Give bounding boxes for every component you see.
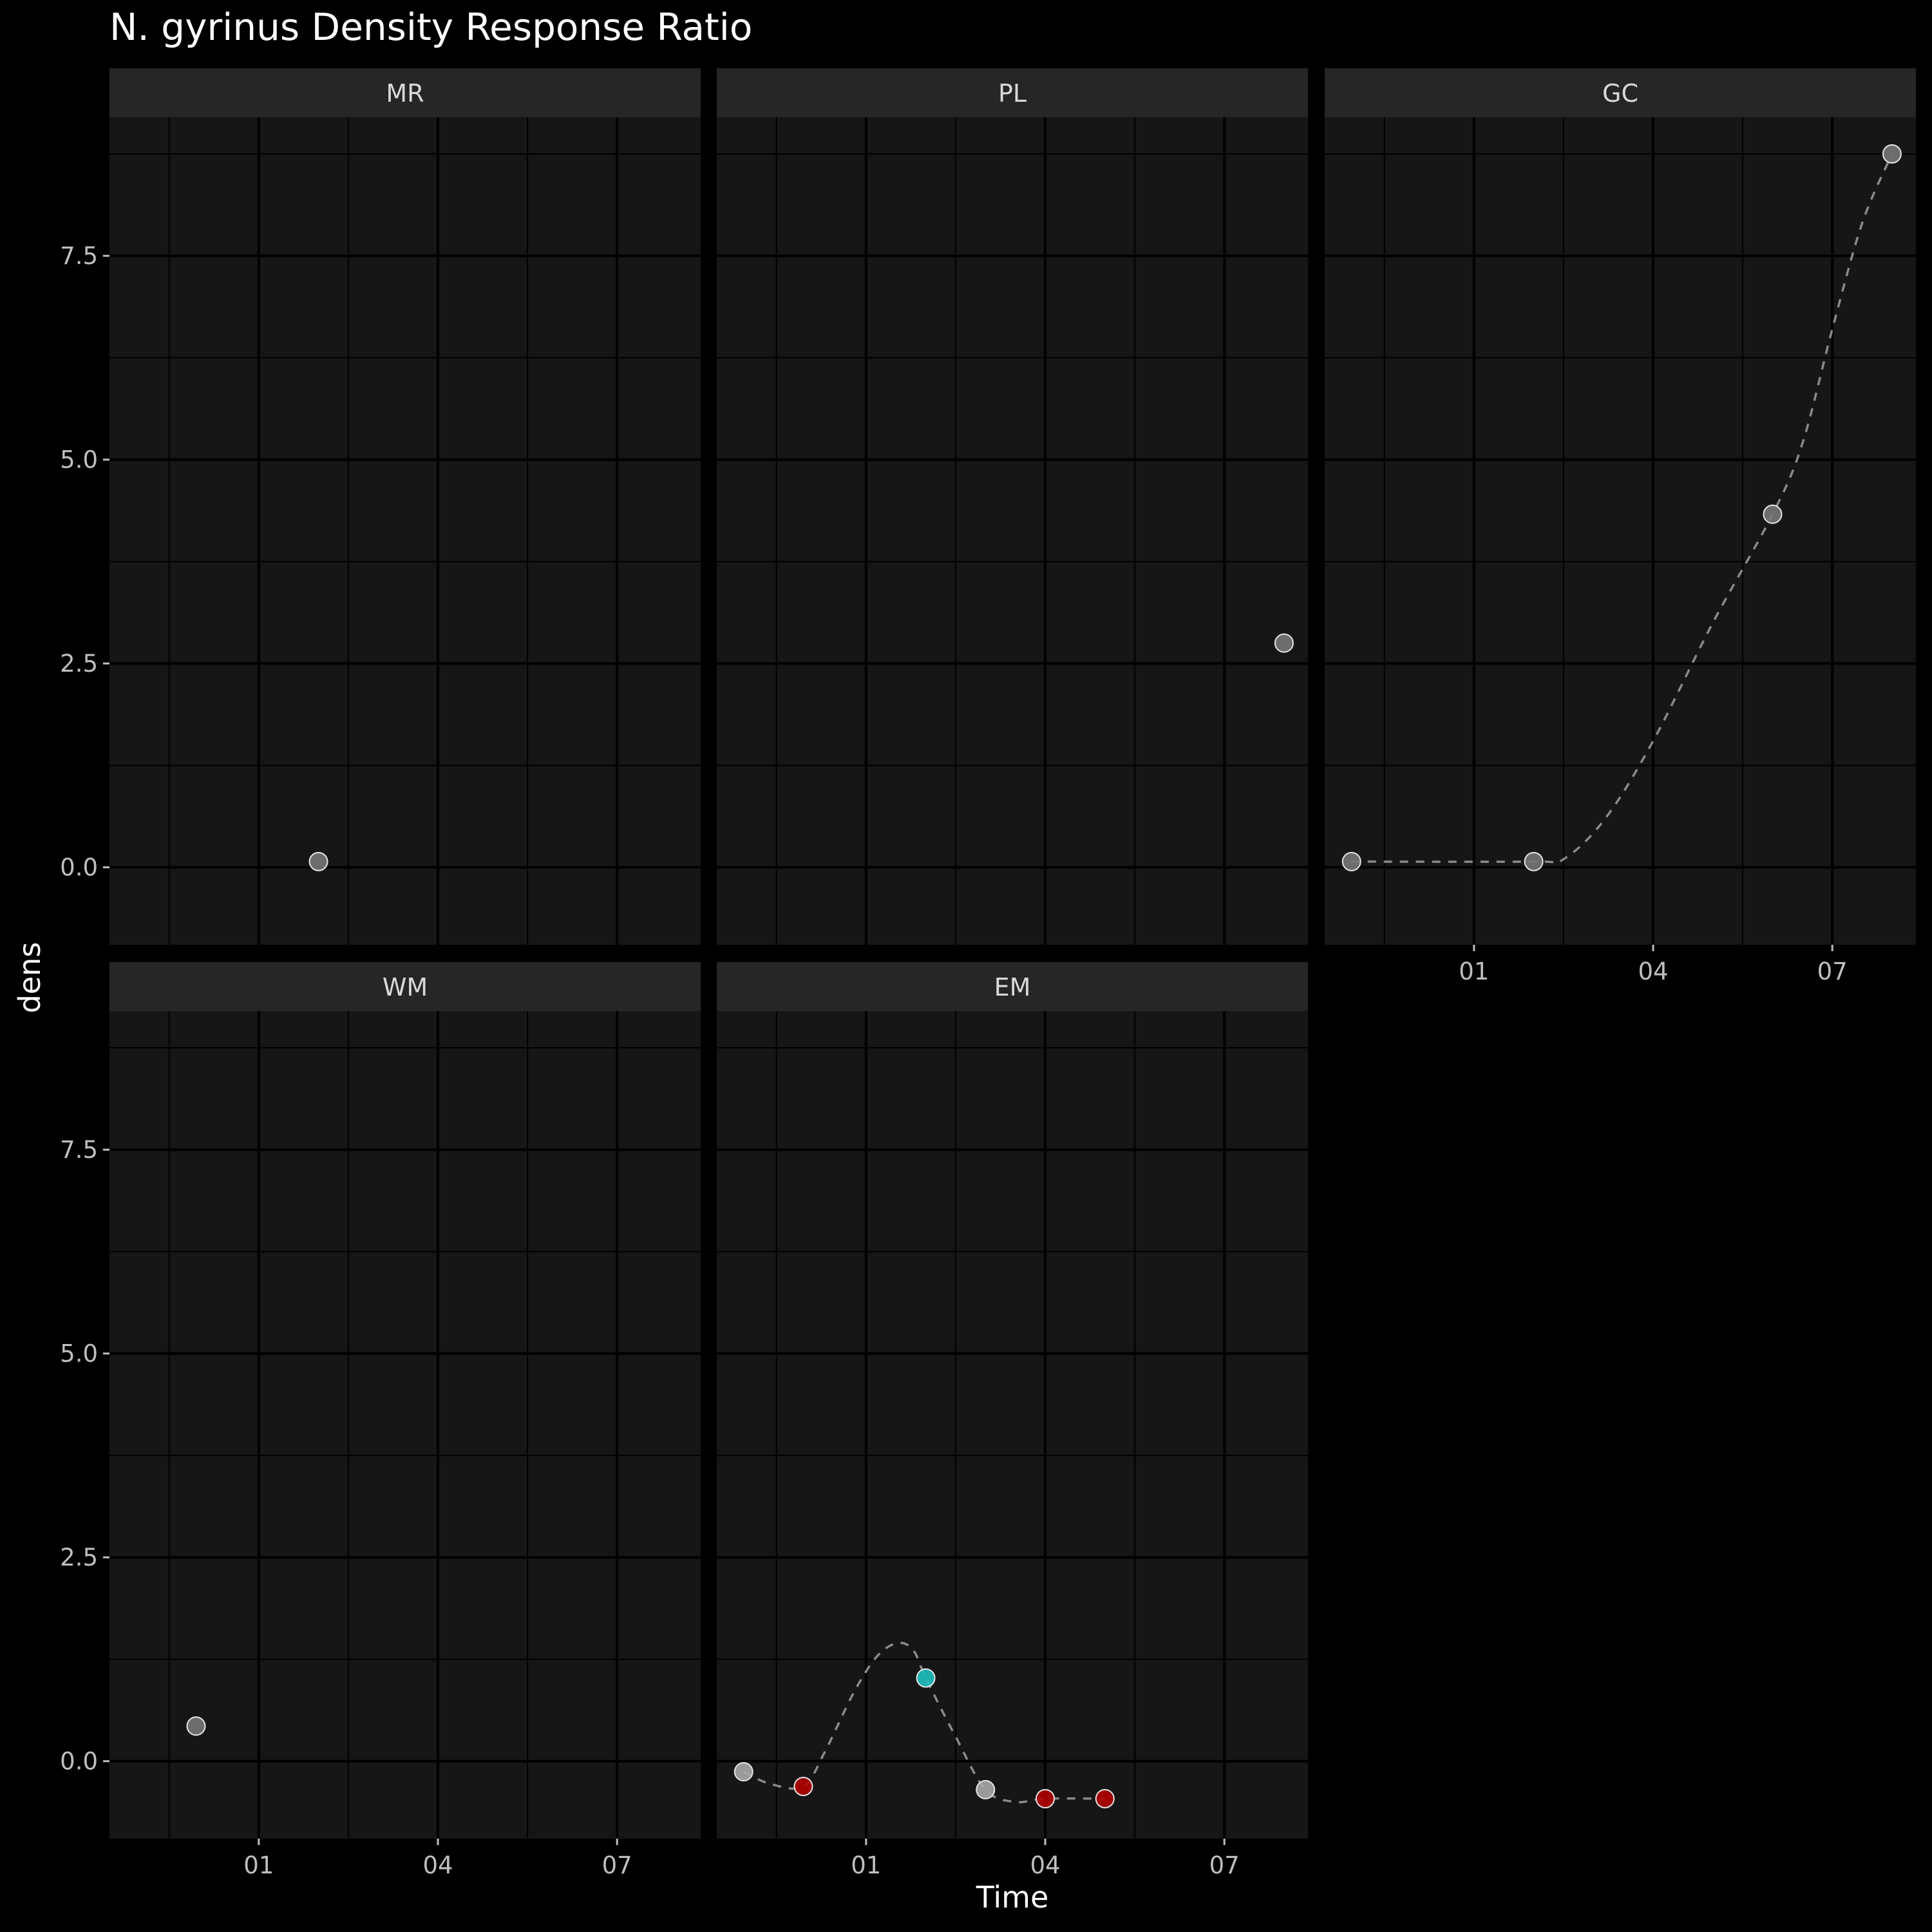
y-tick-label: 5.0	[60, 1340, 98, 1368]
y-tick-label: 5.0	[60, 446, 98, 474]
data-point	[1095, 1788, 1115, 1808]
x-tick-label: 04	[1030, 1852, 1060, 1879]
chart-title: N. gyrinus Density Response Ratio	[109, 5, 752, 49]
x-tick-label: 04	[422, 1852, 453, 1879]
y-axis-label: dens	[12, 942, 47, 1014]
y-tick-label: 2.5	[60, 650, 98, 677]
data-point	[916, 1668, 936, 1688]
facet-strip	[109, 962, 701, 1011]
facet-panel-wm: WM 0.0 2.5 5.0 7.5 01 04 07	[60, 962, 701, 1879]
facet-panel-gc: GC 01 04 07	[1325, 68, 1916, 985]
y-tick-label: 7.5	[60, 242, 98, 270]
x-tick-label: 01	[851, 1852, 881, 1879]
x-tick-label: 01	[1459, 958, 1489, 985]
data-point	[1274, 633, 1294, 653]
data-point	[1882, 144, 1902, 164]
facet-strip-label: EM	[994, 973, 1031, 1001]
facet-strip-label: MR	[386, 79, 424, 108]
facet-strip	[1325, 68, 1916, 117]
data-point	[308, 851, 328, 871]
y-tick-label: 7.5	[60, 1136, 98, 1164]
panel-background	[109, 1011, 701, 1839]
facet-panel-pl: PL	[717, 68, 1308, 945]
facet-panel-mr: MR 0.0 2.5 5.0 7.5	[60, 68, 701, 945]
facet-strip-label: PL	[998, 79, 1027, 108]
data-point	[793, 1776, 813, 1796]
facet-strip-label: GC	[1602, 79, 1638, 108]
panel-background	[1325, 117, 1916, 945]
y-tick-label: 0.0	[60, 854, 98, 882]
x-tick-label: 07	[1209, 1852, 1240, 1879]
x-tick-label: 04	[1638, 958, 1668, 985]
panel-background	[717, 117, 1308, 945]
x-tick-label: 07	[1817, 958, 1848, 985]
x-axis-label: Time	[976, 1880, 1049, 1915]
panel-background	[717, 1011, 1308, 1839]
x-tick-label: 07	[602, 1852, 632, 1879]
facet-panel-em: EM 01 04 07	[717, 962, 1308, 1879]
facet-strip	[109, 68, 701, 117]
data-point	[186, 1716, 206, 1736]
data-point	[1341, 851, 1361, 871]
data-point	[1036, 1788, 1055, 1808]
smooth-trend-line	[1351, 153, 1893, 864]
data-point	[1763, 504, 1783, 524]
data-point	[976, 1780, 996, 1800]
y-tick-label: 2.5	[60, 1544, 98, 1571]
panel-background	[109, 117, 701, 945]
facet-strip	[717, 68, 1308, 117]
data-point	[1524, 851, 1544, 871]
facet-panels: MR 0.0 2.5 5.0 7.5 PL GC 01 04 07 WM 0.0 2.5 5.0 7.5 01…	[60, 68, 1916, 1879]
facet-strip-label: WM	[383, 973, 428, 1001]
y-tick-label: 0.0	[60, 1748, 98, 1776]
facet-strip	[717, 962, 1308, 1011]
data-point	[734, 1762, 753, 1782]
x-tick-label: 01	[243, 1852, 274, 1879]
